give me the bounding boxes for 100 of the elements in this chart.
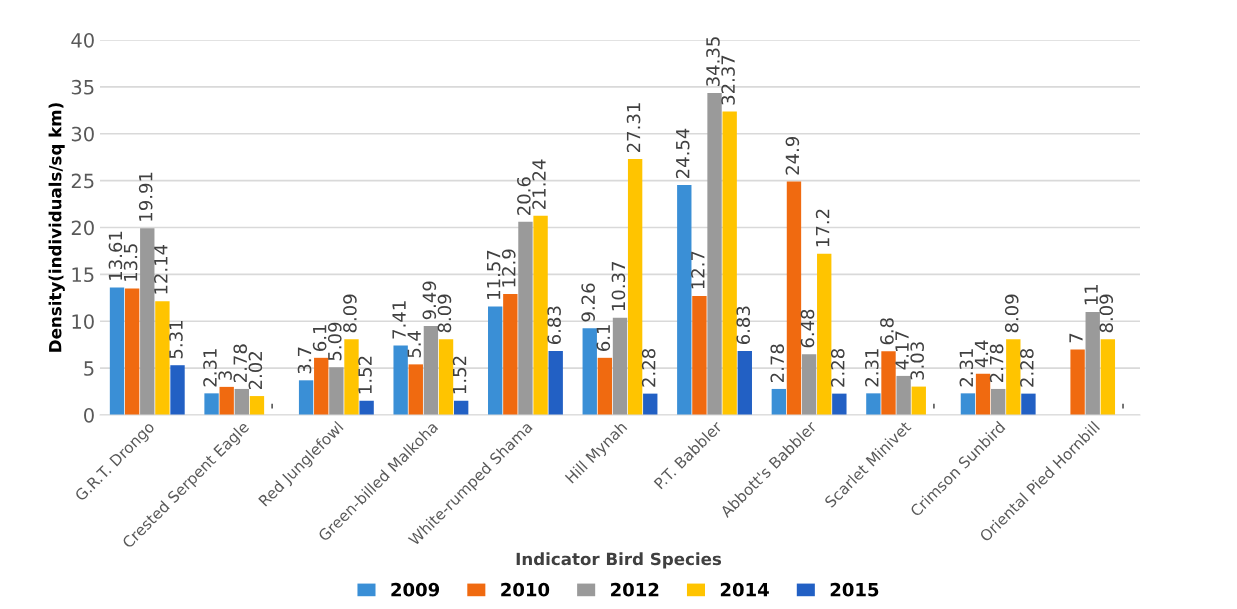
data-label: 2.78 <box>989 344 1004 382</box>
bar <box>1100 339 1116 415</box>
data-label: 8.09 <box>437 294 452 333</box>
bar <box>975 373 991 415</box>
bar <box>518 221 533 415</box>
bar <box>786 181 802 415</box>
y-tick-label: 40 <box>71 32 94 48</box>
bar <box>423 326 439 415</box>
data-label: 3 <box>218 371 232 380</box>
y-tick-label: 30 <box>71 126 94 142</box>
data-label: 6.83 <box>547 306 561 345</box>
data-label: 5.09 <box>327 322 342 361</box>
data-label: 5.4 <box>407 331 422 358</box>
data-label: 2.78 <box>233 344 248 382</box>
bar <box>643 393 658 415</box>
bar <box>249 396 265 415</box>
data-label: 2.31 <box>203 349 217 387</box>
data-label: 12.14 <box>153 244 168 294</box>
bar <box>170 365 185 415</box>
data-label: 13.5 <box>123 244 138 281</box>
y-axis-title: Density(individuals/sq km) <box>48 103 65 352</box>
data-label: 12.7 <box>691 251 705 289</box>
bar <box>155 301 170 415</box>
bar <box>1085 311 1100 415</box>
data-label: 2.28 <box>641 349 656 387</box>
data-label: 4.17 <box>895 331 909 370</box>
bar <box>911 386 926 415</box>
data-label: 11.57 <box>487 250 501 299</box>
bar <box>438 339 454 415</box>
data-label: 8.09 <box>1004 294 1019 333</box>
data-label: 6.1 <box>596 325 611 351</box>
bar <box>597 357 613 415</box>
data-label: 20.6 <box>517 177 531 215</box>
bar <box>219 386 234 415</box>
bar <box>298 380 314 415</box>
bar <box>124 288 140 415</box>
bar <box>1070 349 1085 415</box>
data-label: 10.37 <box>611 262 626 311</box>
data-label: 17.2 <box>815 209 830 247</box>
bar <box>960 393 976 415</box>
bar <box>896 375 911 415</box>
bar <box>832 393 847 415</box>
y-tick-label: 25 <box>71 173 94 189</box>
data-label: 2.31 <box>959 349 974 387</box>
data-label: 6.83 <box>736 306 751 345</box>
bar <box>359 400 374 415</box>
bar <box>707 92 722 415</box>
legend-label: 2014 <box>720 582 769 597</box>
legend-label: 2012 <box>611 582 659 597</box>
data-label: 2.02 <box>248 352 263 390</box>
bar <box>344 339 359 415</box>
data-label: 6.1 <box>312 325 327 351</box>
data-label: 2.31 <box>864 349 879 387</box>
y-tick-label: 15 <box>72 267 94 283</box>
data-label: 7.41 <box>392 301 406 339</box>
y-tick-label: 35 <box>71 79 94 95</box>
bar <box>393 345 408 415</box>
bar <box>801 354 817 415</box>
legend-label: 2015 <box>830 582 879 597</box>
text: - <box>271 403 273 409</box>
data-label: 32.37 <box>721 55 735 105</box>
bar <box>548 350 563 415</box>
bar <box>771 388 787 415</box>
bar <box>204 393 219 415</box>
data-label: 34.35 <box>706 37 720 86</box>
data-label: 27.31 <box>626 103 641 153</box>
bar <box>1021 393 1036 415</box>
data-label: 9.49 <box>422 281 437 320</box>
bar <box>866 393 881 415</box>
data-label: 6.48 <box>800 309 815 348</box>
bar <box>1006 339 1021 415</box>
bar <box>881 351 896 415</box>
data-label: 1.52 <box>358 356 372 394</box>
data-label: 24.54 <box>675 128 690 178</box>
text: - <box>933 403 935 409</box>
data-label: 8.09 <box>1099 294 1114 333</box>
y-tick-label: 20 <box>71 220 94 236</box>
data-label: 9.26 <box>581 283 595 322</box>
data-label: 3.03 <box>910 342 924 380</box>
bar <box>582 328 597 415</box>
legend-label: 2010 <box>501 582 550 597</box>
data-label: 5.31 <box>169 321 183 359</box>
bar <box>627 158 643 415</box>
bar <box>677 184 692 415</box>
y-tick-label: 0 <box>84 407 94 423</box>
data-label: 3.7 <box>297 347 312 374</box>
data-label: 1.52 <box>452 356 467 394</box>
data-label: 2.28 <box>1020 349 1034 387</box>
bar <box>612 317 628 415</box>
bar <box>817 253 832 415</box>
text: - <box>1122 403 1124 409</box>
data-label: 8.09 <box>343 294 357 333</box>
data-label: 4.4 <box>974 340 989 368</box>
bar <box>109 287 125 415</box>
bar <box>503 294 518 415</box>
bar <box>722 111 737 415</box>
data-label: 6.8 <box>880 318 894 345</box>
data-label: 7 <box>1069 333 1083 343</box>
x-axis-title: Indicator Bird Species <box>516 552 722 569</box>
bar <box>488 306 503 415</box>
